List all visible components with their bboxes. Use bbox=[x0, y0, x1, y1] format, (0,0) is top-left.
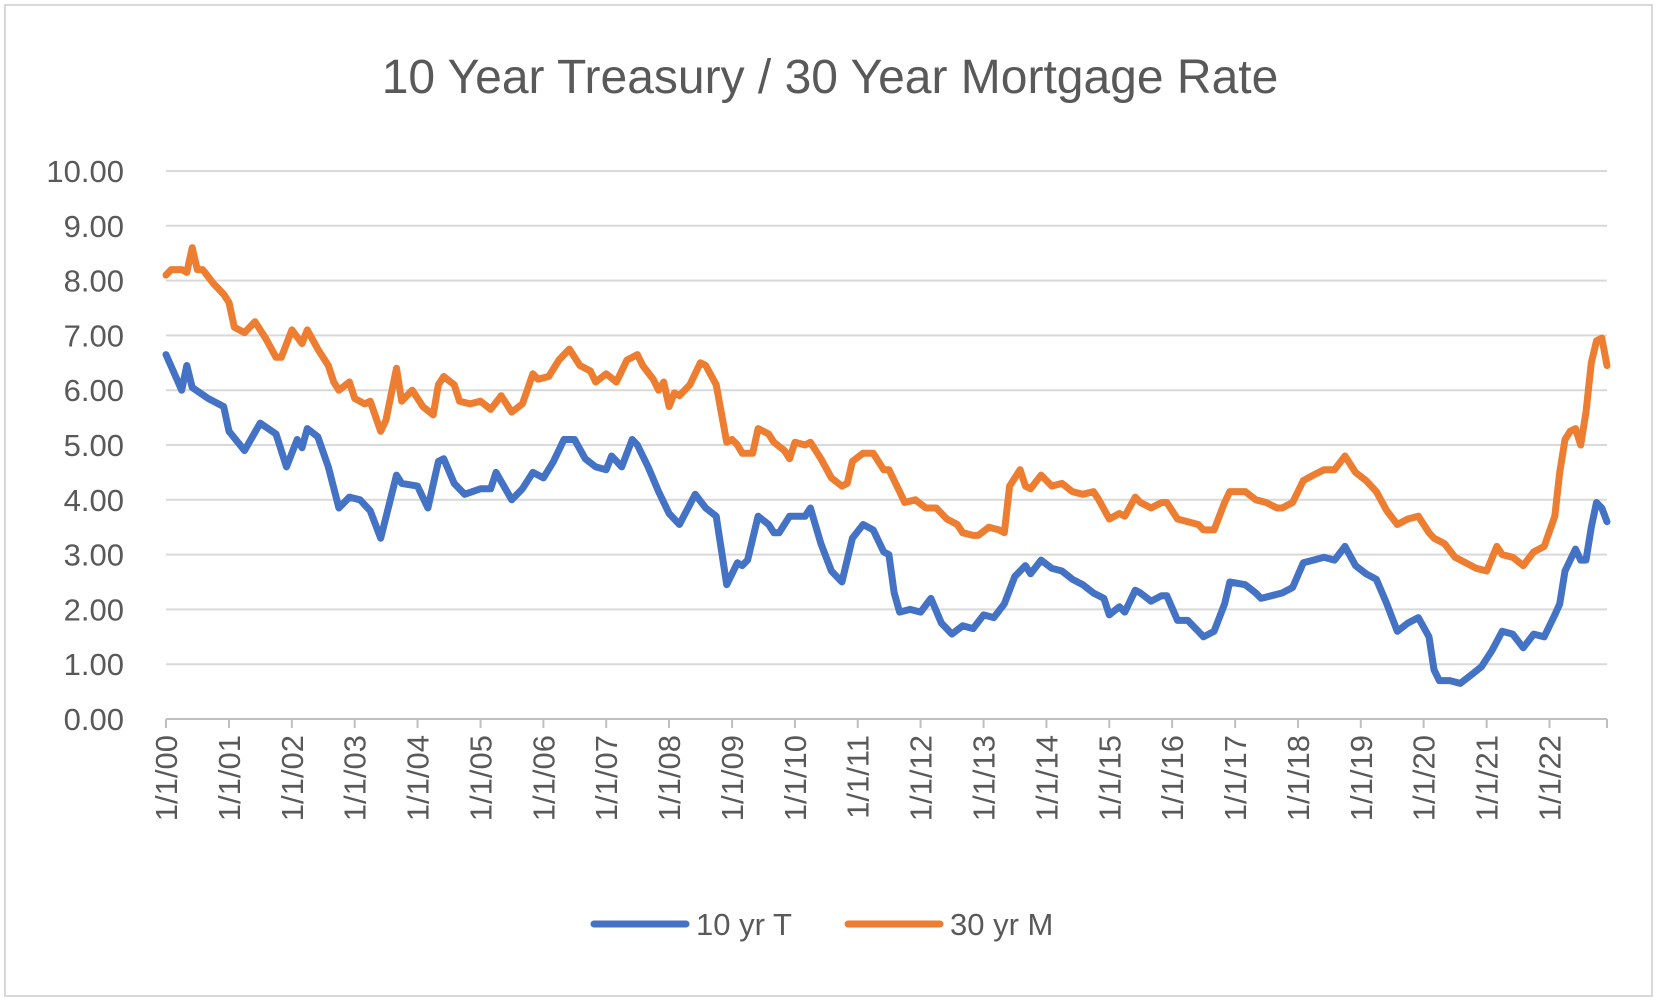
y-tick-label: 1.00 bbox=[64, 647, 124, 682]
x-tick-label: 1/1/03 bbox=[338, 735, 373, 821]
y-tick-label: 5.00 bbox=[64, 428, 124, 463]
y-tick-label: 8.00 bbox=[64, 264, 124, 299]
x-tick-label: 1/1/17 bbox=[1218, 735, 1253, 821]
x-axis: 1/1/00 1/1/01 1/1/02 1/1/03 1/1/04 1/1/05 1/1/… bbox=[149, 718, 1608, 821]
y-tick-label: 9.00 bbox=[64, 209, 124, 244]
series-line-mortgage bbox=[162, 244, 1611, 575]
x-tick-label: 1/1/18 bbox=[1281, 735, 1316, 821]
legend: 10 yr T 30 yr M bbox=[590, 907, 1053, 942]
legend-label: 10 yr T bbox=[696, 907, 792, 942]
x-tick-label: 1/1/11 bbox=[841, 735, 876, 819]
x-tick-label: 1/1/20 bbox=[1407, 735, 1442, 821]
x-tick-label: 1/1/06 bbox=[526, 735, 561, 821]
x-tick-label: 1/1/07 bbox=[589, 735, 624, 821]
y-tick-label: 0.00 bbox=[64, 702, 124, 737]
x-tick-label: 1/1/00 bbox=[149, 735, 184, 821]
x-tick-label: 1/1/02 bbox=[275, 735, 310, 821]
x-tick-label: 1/1/19 bbox=[1344, 735, 1379, 821]
x-tick-label: 1/1/13 bbox=[967, 735, 1002, 821]
y-tick-label: 3.00 bbox=[64, 538, 124, 573]
series-lines bbox=[162, 244, 1611, 687]
y-tick-label: 10.00 bbox=[46, 154, 124, 189]
y-tick-label: 6.00 bbox=[64, 373, 124, 408]
x-tick-label: 1/1/14 bbox=[1029, 735, 1064, 821]
legend-label: 30 yr M bbox=[950, 907, 1053, 942]
series-line-treasury bbox=[162, 351, 1611, 687]
x-tick-label: 1/1/04 bbox=[401, 735, 436, 821]
x-tick-label: 1/1/01 bbox=[212, 735, 247, 821]
chart-title: 10 Year Treasury / 30 Year Mortgage Rate bbox=[382, 51, 1279, 104]
x-tick-label: 1/1/21 bbox=[1470, 735, 1505, 821]
y-tick-label: 4.00 bbox=[64, 483, 124, 518]
y-tick-label: 7.00 bbox=[64, 318, 124, 353]
gridlines bbox=[166, 170, 1607, 666]
x-tick-label: 1/1/22 bbox=[1532, 735, 1567, 821]
y-tick-label: 2.00 bbox=[64, 592, 124, 627]
y-axis: 0.00 1.00 2.00 3.00 4.00 5.00 6.00 7.00 8.00 9.00… bbox=[46, 154, 124, 737]
x-tick-label: 1/1/15 bbox=[1092, 735, 1127, 821]
x-tick-label: 1/1/09 bbox=[715, 735, 750, 821]
x-tick-label: 1/1/12 bbox=[904, 735, 939, 821]
x-tick-label: 1/1/05 bbox=[464, 735, 499, 821]
x-tick-label: 1/1/08 bbox=[652, 735, 687, 821]
x-tick-label: 1/1/16 bbox=[1155, 735, 1190, 821]
x-tick-label: 1/1/10 bbox=[778, 735, 813, 821]
